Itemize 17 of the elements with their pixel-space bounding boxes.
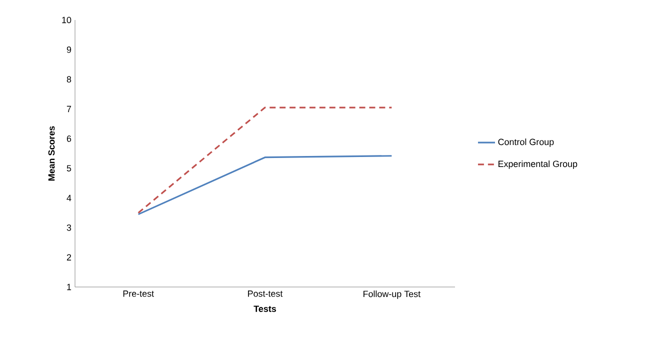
y-tick-label: 10	[62, 16, 72, 24]
y-tick-label: 6	[66, 135, 72, 142]
x-tick-label: Pre-test	[123, 290, 154, 297]
y-tick-label: 4	[66, 194, 72, 202]
y-tick-label: 8	[66, 76, 72, 83]
y-tick-label: 9	[66, 46, 72, 53]
y-tick-label: 2	[66, 254, 72, 260]
legend-label: Control Group	[498, 138, 554, 147]
y-axis-title: Mean Scores	[48, 126, 55, 181]
y-tick-label: 1	[67, 284, 72, 290]
y-tick-label: 5	[66, 165, 72, 172]
x-tick-label: Post-test	[248, 290, 283, 297]
x-axis-title: Tests	[254, 306, 276, 312]
y-tick-label: 3	[66, 224, 72, 231]
y-tick-label: 7	[66, 106, 72, 112]
legend-label: Experimental Group	[498, 160, 578, 169]
x-tick-label: Follow-up Test	[364, 290, 420, 299]
